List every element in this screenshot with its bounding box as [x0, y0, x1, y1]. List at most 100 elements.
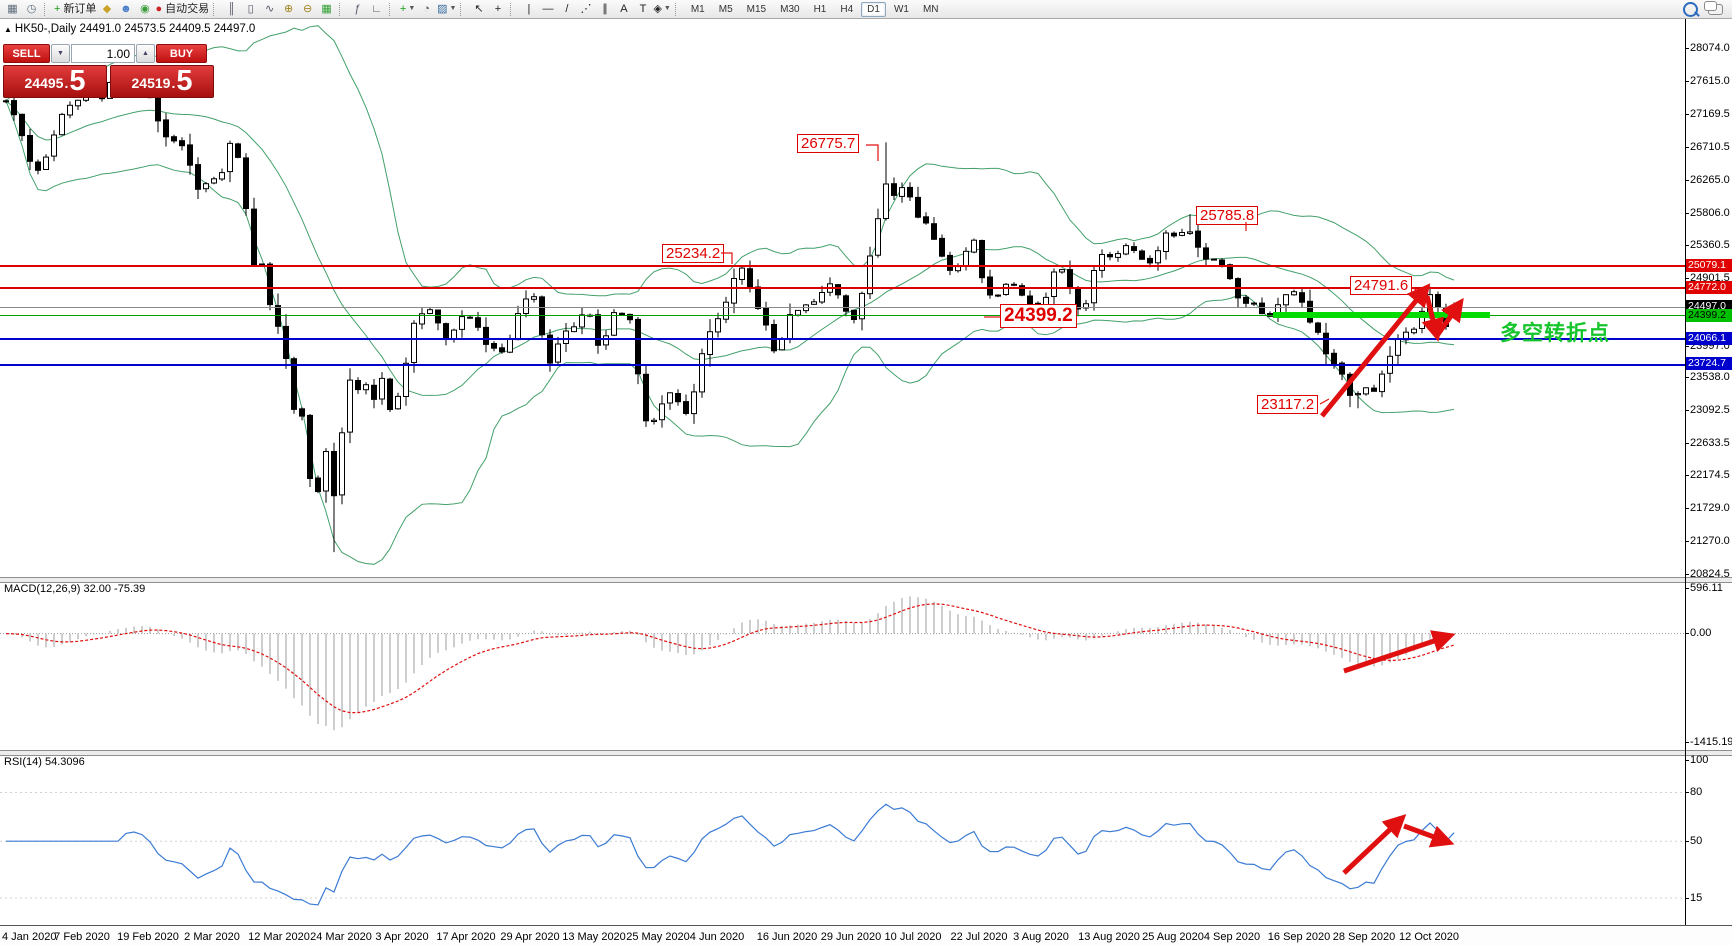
date-label: 29 Apr 2020 [500, 931, 560, 943]
timeframe-w1[interactable]: W1 [893, 3, 909, 15]
price-annotation-label[interactable]: 25785.8 [1196, 206, 1259, 225]
buy-price-display[interactable]: 24519 . 5 [110, 65, 214, 98]
channel-icon[interactable]: ∥ [596, 1, 613, 17]
axis-tick-label: 27615.0 [1690, 75, 1730, 87]
volume-increase-button[interactable]: ▲ [136, 44, 155, 63]
crosshair-icon[interactable]: + [489, 1, 506, 17]
level-line-resistance-25079[interactable] [0, 265, 1685, 267]
rsi-panel-separator[interactable] [0, 750, 1732, 756]
date-label: 16 Jun 2020 [756, 931, 818, 943]
axis-tick-label: 50 [1690, 835, 1703, 847]
axis-tick-mark [1685, 760, 1689, 761]
sell-price-display[interactable]: 24495 . 5 [3, 65, 107, 98]
timeframe-d1[interactable]: D1 [861, 1, 886, 17]
templates-dropdown: ▨ [437, 3, 448, 15]
axis-tick-mark [1685, 377, 1689, 378]
timeframe-m30[interactable]: M30 [780, 3, 800, 15]
level-line-pivot-24399[interactable] [0, 315, 1685, 316]
level-line-support-23724[interactable] [0, 364, 1685, 366]
account-icon[interactable]: ☻ [117, 1, 134, 17]
axis-tick-mark [1685, 574, 1689, 575]
sell-price-main: 24495 [24, 75, 64, 91]
timeframe-m15[interactable]: M15 [746, 3, 767, 15]
new-order-button[interactable]: + 新订单 [54, 1, 96, 17]
add-indicator-dropdown: + [399, 3, 407, 15]
zoom-in-icon[interactable]: ⊕ [280, 1, 297, 17]
axis-tick-label: 22633.5 [1690, 437, 1730, 449]
thick-green-support-line[interactable] [1273, 312, 1490, 318]
toolbar-separator [510, 2, 515, 16]
candlestick-chart-icon[interactable]: ▯ [242, 1, 259, 17]
timeframe-mn[interactable]: MN [922, 3, 939, 15]
timeframe-m1[interactable]: M1 [690, 3, 705, 15]
volume-input[interactable] [71, 44, 135, 63]
templates-dropdown[interactable]: ▨ ▼ [437, 1, 456, 17]
timeframe-h4[interactable]: H4 [840, 3, 854, 15]
axis-tick-label: 80 [1690, 786, 1703, 798]
collapse-icon[interactable]: ▲ [4, 25, 12, 34]
vertical-line-icon[interactable]: | [520, 1, 537, 17]
axis-tick-mark [1685, 475, 1689, 476]
horizontal-line-icon[interactable]: — [539, 1, 556, 17]
axis-tick-mark [1685, 278, 1689, 279]
price-annotation-label[interactable]: 25234.2 [662, 244, 725, 263]
gold-icon: ◆ [102, 3, 112, 15]
line-chart-icon[interactable]: ∿ [261, 1, 278, 17]
shapes-dropdown: ◈ [653, 3, 662, 15]
new-chart-icon: ▦ [7, 3, 18, 15]
label-icon[interactable]: T [634, 1, 651, 17]
price-scale-axis[interactable] [1685, 19, 1686, 925]
axis-tick-label: 22174.5 [1690, 469, 1730, 481]
buy-button[interactable]: BUY [156, 44, 207, 63]
chat-icon[interactable] [1704, 0, 1723, 15]
crosshair-icon: + [494, 3, 502, 15]
auto-trading-button-label: 自动交易 [165, 3, 210, 15]
period-clock-icon[interactable]: ◔ [418, 1, 435, 17]
gold-icon[interactable]: ◆ [98, 1, 115, 17]
bar-chart-icon[interactable]: ║ [223, 1, 240, 17]
new-chart-icon[interactable]: ▦ [4, 1, 21, 17]
level-line-resistance-24772[interactable] [0, 287, 1685, 289]
axis-tick-mark [1685, 588, 1689, 589]
search-icon[interactable] [1683, 1, 1698, 17]
shapes-dropdown[interactable]: ◈ ▼ [653, 1, 670, 17]
date-label: 4 Jun 2020 [689, 931, 745, 943]
date-label: 25 May 2020 [626, 931, 690, 943]
tile-windows-icon[interactable]: ▦ [318, 1, 335, 17]
date-label: 12 Mar 2020 [248, 931, 310, 943]
axis-tick-label: 596.11 [1690, 582, 1723, 594]
price-annotation-label[interactable]: 24791.6 [1350, 276, 1413, 295]
text-icon[interactable]: A [615, 1, 632, 17]
timeframe-m5[interactable]: M5 [718, 3, 733, 15]
axis-tick-mark [1685, 147, 1689, 148]
indicators-icon[interactable]: ƒ [349, 1, 366, 17]
timeframe-h1[interactable]: H1 [813, 3, 827, 15]
level-line-support-24066[interactable] [0, 338, 1685, 340]
account-icon: ☻ [120, 3, 132, 15]
candlestick-chart-icon: ▯ [247, 3, 254, 15]
sell-button[interactable]: SELL [3, 44, 50, 63]
market-watch-icon[interactable]: ◷ [23, 1, 40, 17]
zoom-out-icon[interactable]: ⊖ [299, 1, 316, 17]
date-axis[interactable]: 4 Jan 2020 7 Feb 2020 19 Feb 2020 2 Mar 202… [0, 925, 1732, 946]
volume-decrease-button[interactable]: ▼ [51, 44, 70, 63]
price-annotation-label[interactable]: 26775.7 [797, 134, 860, 153]
price-annotation-label[interactable]: 23117.2 [1257, 395, 1319, 414]
macd-panel-separator[interactable] [0, 577, 1732, 583]
auto-trading-button[interactable]: ● 自动交易 [155, 1, 209, 17]
price-annotation-label[interactable]: 24399.2 [1000, 304, 1077, 328]
axis-tick-mark [1685, 48, 1689, 49]
trendline-icon[interactable]: / [558, 1, 575, 17]
date-label: 22 Jul 2020 [950, 931, 1008, 943]
cursor-icon[interactable]: ↖ [470, 1, 487, 17]
level-line-current-price-line[interactable] [0, 307, 1685, 308]
fibonacci-icon[interactable]: ⋰ [577, 1, 594, 17]
indicator-window-icon[interactable]: ∟ [368, 1, 385, 17]
turning-point-note[interactable]: 多空转折点 [1500, 322, 1610, 345]
signal-icon[interactable]: ◉ [136, 1, 153, 17]
date-label: 10 Jul 2020 [884, 931, 942, 943]
add-indicator-dropdown[interactable]: + ▼ [399, 1, 416, 17]
date-label: 24 Mar 2020 [310, 931, 372, 943]
axis-tick-mark [1685, 541, 1689, 542]
